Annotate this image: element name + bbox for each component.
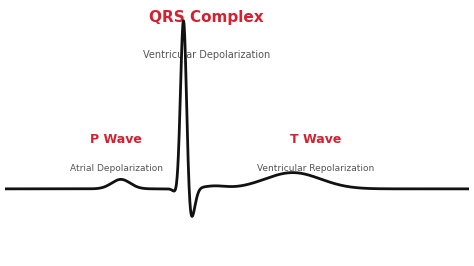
Text: T Wave: T Wave [290, 133, 342, 146]
Text: Atrial Depolarization: Atrial Depolarization [70, 164, 163, 173]
Text: QRS Complex: QRS Complex [149, 10, 264, 26]
Text: Ventricular Repolarization: Ventricular Repolarization [257, 164, 374, 173]
Text: Ventricular Depolarization: Ventricular Depolarization [143, 49, 271, 60]
Text: P Wave: P Wave [90, 133, 142, 146]
